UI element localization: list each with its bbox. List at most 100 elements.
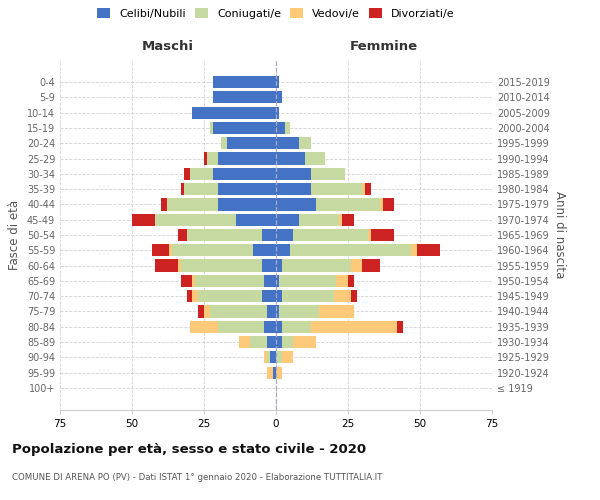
- Bar: [276, 198, 316, 210]
- Bar: [239, 336, 250, 348]
- Bar: [279, 306, 319, 318]
- Legend: Celibi/Nubili, Coniugati/e, Vedovi/e, Divorziati/e: Celibi/Nubili, Coniugati/e, Vedovi/e, Di…: [97, 8, 455, 19]
- Text: COMUNE DI ARENA PO (PV) - Dati ISTAT 1° gennaio 2020 - Elaborazione TUTTITALIA.I: COMUNE DI ARENA PO (PV) - Dati ISTAT 1° …: [12, 472, 382, 482]
- Bar: [212, 122, 276, 134]
- Y-axis label: Fasce di età: Fasce di età: [8, 200, 21, 270]
- Bar: [212, 168, 276, 180]
- Bar: [218, 320, 265, 333]
- Bar: [181, 183, 184, 195]
- Bar: [178, 229, 187, 241]
- Bar: [181, 275, 193, 287]
- Y-axis label: Anni di nascita: Anni di nascita: [553, 192, 566, 278]
- Bar: [276, 366, 282, 379]
- Bar: [268, 352, 270, 364]
- Bar: [270, 352, 276, 364]
- Bar: [196, 275, 265, 287]
- Bar: [348, 275, 354, 287]
- Bar: [397, 320, 403, 333]
- Bar: [218, 198, 276, 210]
- Bar: [210, 122, 212, 134]
- Bar: [276, 320, 282, 333]
- Text: Maschi: Maschi: [142, 40, 194, 53]
- Bar: [351, 290, 356, 302]
- Bar: [187, 229, 262, 241]
- Bar: [204, 306, 210, 318]
- Bar: [155, 260, 178, 272]
- Bar: [299, 137, 311, 149]
- Bar: [193, 290, 198, 302]
- Bar: [276, 152, 305, 164]
- Bar: [265, 352, 268, 364]
- Bar: [311, 183, 362, 195]
- Bar: [132, 214, 155, 226]
- Bar: [282, 336, 293, 348]
- Bar: [268, 306, 276, 318]
- Bar: [268, 336, 276, 348]
- Bar: [268, 366, 273, 379]
- Bar: [152, 244, 169, 256]
- Bar: [276, 137, 299, 149]
- Bar: [210, 306, 268, 318]
- Bar: [262, 229, 276, 241]
- Bar: [227, 137, 276, 149]
- Bar: [276, 244, 290, 256]
- Bar: [311, 168, 345, 180]
- Bar: [193, 275, 196, 287]
- Text: Popolazione per età, sesso e stato civile - 2020: Popolazione per età, sesso e stato civil…: [12, 442, 366, 456]
- Bar: [204, 152, 207, 164]
- Bar: [178, 260, 181, 272]
- Bar: [290, 244, 412, 256]
- Bar: [282, 320, 311, 333]
- Bar: [293, 336, 316, 348]
- Bar: [362, 260, 380, 272]
- Bar: [334, 290, 351, 302]
- Bar: [172, 244, 253, 256]
- Bar: [365, 183, 371, 195]
- Bar: [276, 106, 279, 118]
- Bar: [265, 275, 276, 287]
- Bar: [337, 275, 348, 287]
- Bar: [368, 229, 371, 241]
- Bar: [276, 214, 299, 226]
- Bar: [284, 122, 290, 134]
- Bar: [262, 290, 276, 302]
- Bar: [279, 275, 337, 287]
- Bar: [212, 91, 276, 104]
- Bar: [340, 214, 342, 226]
- Bar: [155, 214, 236, 226]
- Bar: [282, 260, 351, 272]
- Bar: [187, 290, 193, 302]
- Bar: [276, 275, 279, 287]
- Bar: [276, 122, 284, 134]
- Text: Femmine: Femmine: [350, 40, 418, 53]
- Bar: [193, 106, 276, 118]
- Bar: [218, 152, 276, 164]
- Bar: [184, 183, 218, 195]
- Bar: [276, 352, 282, 364]
- Bar: [412, 244, 417, 256]
- Bar: [293, 229, 368, 241]
- Bar: [383, 198, 394, 210]
- Bar: [161, 198, 167, 210]
- Bar: [236, 214, 276, 226]
- Bar: [276, 76, 279, 88]
- Bar: [342, 214, 354, 226]
- Bar: [276, 91, 282, 104]
- Bar: [351, 260, 362, 272]
- Bar: [198, 306, 204, 318]
- Bar: [221, 137, 227, 149]
- Bar: [212, 76, 276, 88]
- Bar: [371, 229, 394, 241]
- Bar: [262, 260, 276, 272]
- Bar: [316, 198, 380, 210]
- Bar: [276, 183, 311, 195]
- Bar: [282, 352, 293, 364]
- Bar: [319, 306, 354, 318]
- Bar: [190, 168, 212, 180]
- Bar: [276, 168, 311, 180]
- Bar: [380, 198, 383, 210]
- Bar: [276, 229, 293, 241]
- Bar: [305, 152, 325, 164]
- Bar: [198, 290, 262, 302]
- Bar: [276, 260, 282, 272]
